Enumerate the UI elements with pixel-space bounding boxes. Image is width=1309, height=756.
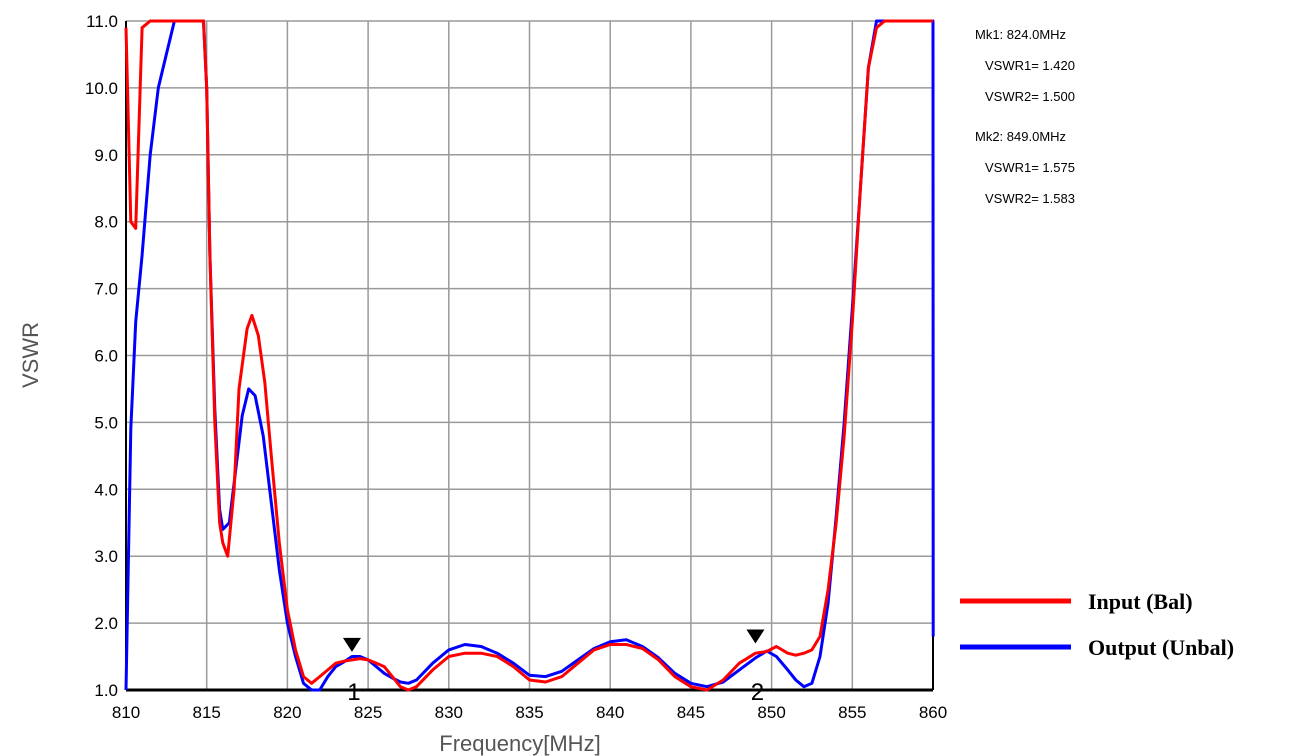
legend-label-input: Input (Bal) [1088, 589, 1193, 614]
y-tick-label: 10.0 [85, 79, 118, 98]
y-tick-label: 6.0 [94, 347, 118, 366]
marker1-vswr2: VSWR2= 1.500 [985, 89, 1075, 104]
x-tick-labels: 810 815 820 825 830 835 840 845 850 855 860 [112, 703, 947, 722]
x-axis-title: Frequency[MHz] [439, 731, 600, 756]
y-tick-label: 4.0 [94, 480, 118, 499]
marker-readout-panel: Mk1: 824.0MHz VSWR1= 1.420 VSWR2= 1.500 … [975, 27, 1075, 206]
marker1-frequency: Mk1: 824.0MHz [975, 27, 1066, 42]
y-axis-title: VSWR [18, 322, 43, 388]
marker-number-label: 1 [347, 679, 360, 706]
marker2-frequency: Mk2: 849.0MHz [975, 129, 1066, 144]
marker1-vswr1: VSWR1= 1.420 [985, 58, 1075, 73]
x-tick-label: 850 [757, 703, 785, 722]
legend-label-output: Output (Unbal) [1088, 635, 1234, 660]
x-tick-label: 835 [515, 703, 543, 722]
series-line-input [124, 19, 933, 692]
x-tick-label: 830 [435, 703, 463, 722]
y-tick-label: 5.0 [94, 413, 118, 432]
marker-number-label: 2 [751, 679, 764, 706]
legend: Input (Bal) Output (Unbal) [960, 589, 1234, 660]
x-tick-label: 815 [193, 703, 221, 722]
y-tick-label: 9.0 [94, 146, 118, 165]
y-tick-label: 2.0 [94, 614, 118, 633]
marker-triangle-icon [746, 629, 765, 644]
x-tick-label: 840 [596, 703, 624, 722]
series-layer [124, 19, 935, 692]
y-tick-labels: 1.0 2.0 3.0 4.0 5.0 6.0 7.0 8.0 9.0 10.0 11.0 [85, 12, 118, 700]
x-tick-label: 820 [273, 703, 301, 722]
x-tick-label: 825 [354, 703, 382, 722]
x-tick-label: 845 [677, 703, 705, 722]
marker2-vswr1: VSWR1= 1.575 [985, 160, 1075, 175]
y-tick-label: 3.0 [94, 547, 118, 566]
y-tick-label: 1.0 [94, 681, 118, 700]
y-tick-label: 7.0 [94, 280, 118, 299]
y-tick-label: 8.0 [94, 213, 118, 232]
y-tick-label: 11.0 [86, 12, 118, 31]
x-tick-label: 810 [112, 703, 140, 722]
marker-triangle-icon [342, 637, 361, 652]
x-tick-label: 860 [919, 703, 947, 722]
marker2-vswr2: VSWR2= 1.583 [985, 191, 1075, 206]
x-tick-label: 855 [838, 703, 866, 722]
